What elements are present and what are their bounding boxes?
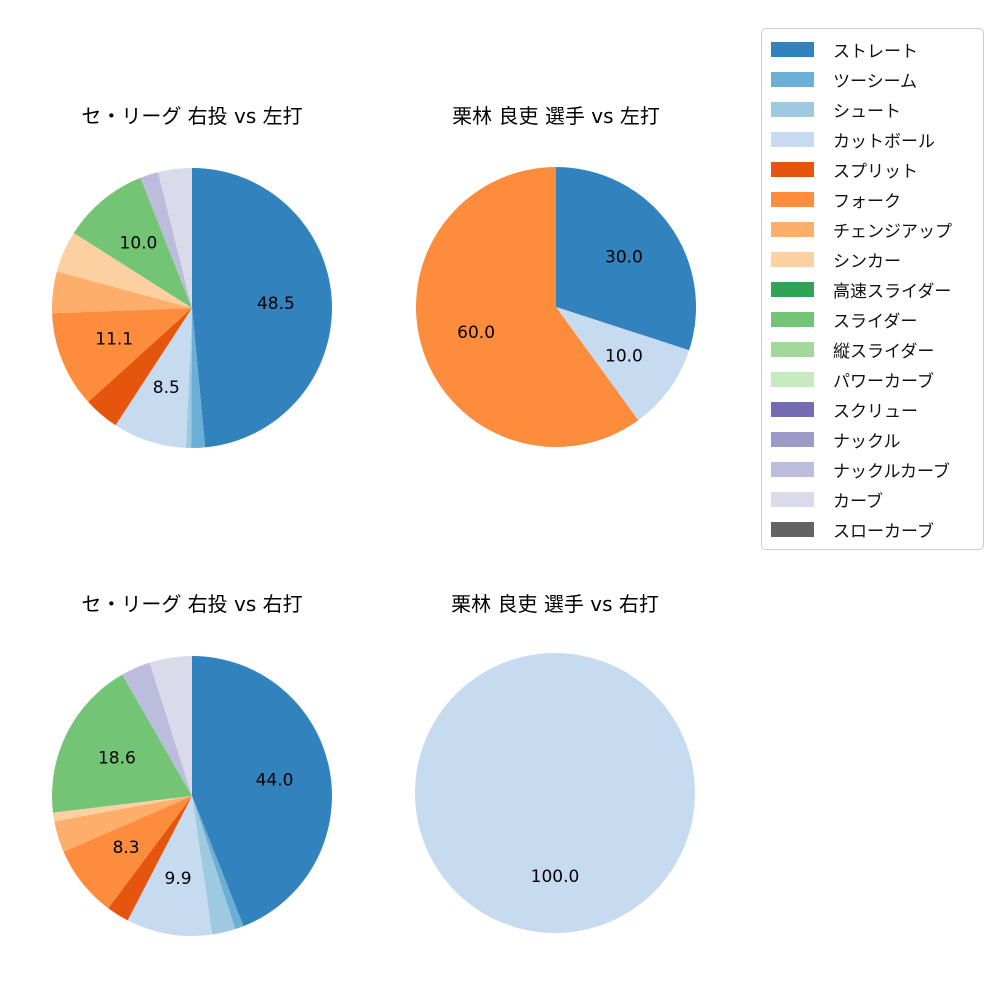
legend-label: フォーク bbox=[833, 191, 901, 212]
pie4-title: 栗林 良吏 選手 vs 右打 bbox=[451, 592, 659, 616]
pct-label-スライダー: 10.0 bbox=[120, 233, 158, 253]
legend-item: カーブ bbox=[762, 484, 983, 514]
legend-swatch-icon bbox=[771, 521, 814, 537]
legend-item: スクリュー bbox=[762, 394, 983, 424]
pct-label-フォーク: 60.0 bbox=[457, 323, 495, 343]
legend-item: 高速スライダー bbox=[762, 274, 983, 304]
pie-slice-チェンジアップ bbox=[54, 796, 192, 852]
legend-swatch-icon bbox=[771, 161, 814, 177]
pie-slice-カットボール bbox=[115, 308, 192, 448]
pie-slice-ストレート bbox=[192, 168, 332, 448]
pie-slice-シンカー bbox=[56, 232, 192, 308]
legend-swatch-icon bbox=[771, 71, 814, 87]
pie-slice-フォーク bbox=[416, 167, 639, 447]
legend-item: ナックル bbox=[762, 424, 983, 454]
legend-item: パワーカーブ bbox=[762, 364, 983, 394]
legend-item: ストレート bbox=[762, 34, 983, 64]
pie-slice-フォーク bbox=[52, 308, 192, 402]
pct-label-ストレート: 30.0 bbox=[605, 248, 643, 268]
pct-label-カットボール: 100.0 bbox=[531, 867, 580, 887]
legend-swatch-icon bbox=[771, 431, 814, 447]
legend-swatch-icon bbox=[771, 401, 814, 417]
legend-swatch-icon bbox=[771, 341, 814, 357]
pie-slice-ストレート bbox=[556, 167, 696, 351]
legend-label: ツーシーム bbox=[833, 71, 918, 92]
legend-label: 縦スライダー bbox=[833, 341, 935, 362]
pie1-chart: 48.5 8.5 11.1 10.0 bbox=[52, 168, 332, 448]
pie-slice-フォーク bbox=[63, 796, 193, 909]
pie2-title: 栗林 良吏 選手 vs 左打 bbox=[452, 104, 660, 128]
legend-item: ナックルカーブ bbox=[762, 454, 983, 484]
legend-label: シンカー bbox=[833, 251, 901, 272]
pie-slice-ナックルカーブ bbox=[140, 172, 192, 308]
legend-swatch-icon bbox=[771, 281, 814, 297]
legend-item: スプリット bbox=[762, 154, 983, 184]
legend-item: スローカーブ bbox=[762, 514, 983, 544]
pie-slice-スプリット bbox=[108, 796, 192, 921]
legend-label: ナックルカーブ bbox=[833, 461, 950, 482]
legend-swatch-icon bbox=[771, 251, 814, 267]
legend-swatch-icon bbox=[771, 491, 814, 507]
legend-label: スクリュー bbox=[833, 401, 918, 422]
pct-label-フォーク: 11.1 bbox=[95, 330, 133, 350]
pie-slice-シュート bbox=[185, 308, 192, 448]
pie-slice-ツーシーム bbox=[192, 796, 244, 930]
legend-label: スローカーブ bbox=[833, 521, 934, 542]
pie-slice-スライダー bbox=[52, 674, 192, 813]
pie3-title: セ・リーグ 右投 vs 右打 bbox=[81, 592, 303, 616]
legend-swatch-icon bbox=[771, 221, 814, 237]
pct-label-カットボール: 9.9 bbox=[165, 869, 192, 889]
legend-label: チェンジアップ bbox=[833, 221, 952, 242]
legend-label: カットボール bbox=[833, 131, 935, 152]
legend-label: シュート bbox=[833, 101, 901, 122]
legend-box: ストレートツーシームシュートカットボール スプリットフォークチェンジアップ シンカー… bbox=[761, 28, 984, 550]
legend-label: ストレート bbox=[833, 41, 918, 62]
pie-slice-シンカー bbox=[52, 796, 193, 822]
legend-item: スライダー bbox=[762, 304, 983, 334]
legend-item: シンカー bbox=[762, 244, 983, 274]
legend-item: チェンジアップ bbox=[762, 214, 983, 244]
pct-label-カットボール: 10.0 bbox=[605, 346, 643, 366]
pie4-chart: 100.0 bbox=[415, 653, 695, 933]
pie-slice-カーブ bbox=[158, 168, 192, 308]
pie-slice-シュート bbox=[192, 796, 236, 935]
legend-item: フォーク bbox=[762, 184, 983, 214]
legend-swatch-icon bbox=[771, 131, 814, 147]
pie-slice-スライダー bbox=[73, 177, 192, 308]
legend-label: スプリット bbox=[833, 161, 918, 182]
legend-item: カットボール bbox=[762, 124, 983, 154]
legend-swatch-icon bbox=[771, 371, 814, 387]
legend-label: ナックル bbox=[833, 431, 901, 452]
pie-slice-スプリット bbox=[88, 308, 192, 426]
legend-swatch-icon bbox=[771, 311, 814, 327]
legend-label: 高速スライダー bbox=[833, 281, 952, 302]
pie-slice-ストレート bbox=[192, 656, 332, 927]
pie-slice-チェンジアップ bbox=[52, 271, 192, 314]
legend-item: 縦スライダー bbox=[762, 334, 983, 364]
pie-slice-カーブ bbox=[149, 656, 192, 796]
pie2-chart: 30.0 10.0 60.0 bbox=[416, 167, 696, 447]
pie-slice-カットボール bbox=[415, 653, 695, 933]
pie-slice-ツーシーム bbox=[191, 308, 206, 448]
legend-swatch-icon bbox=[771, 461, 814, 477]
legend-item: シュート bbox=[762, 94, 983, 124]
pie1-title: セ・リーグ 右投 vs 左打 bbox=[81, 104, 303, 128]
pie-slice-ナックルカーブ bbox=[122, 662, 192, 796]
pie3-chart: 44.0 9.9 8.3 18.6 bbox=[52, 656, 332, 936]
pct-label-ストレート: 48.5 bbox=[257, 294, 295, 314]
pct-label-ストレート: 44.0 bbox=[256, 770, 294, 790]
pct-label-フォーク: 8.3 bbox=[113, 838, 140, 858]
pie-slice-カットボール bbox=[127, 796, 213, 936]
legend-label: スライダー bbox=[833, 311, 918, 332]
legend-label: パワーカーブ bbox=[833, 371, 934, 392]
legend-swatch-icon bbox=[771, 101, 814, 117]
pct-label-スライダー: 18.6 bbox=[98, 748, 136, 768]
legend-label: カーブ bbox=[833, 491, 883, 512]
legend-swatch-icon bbox=[771, 191, 814, 207]
legend-item: ツーシーム bbox=[762, 64, 983, 94]
legend-swatch-icon bbox=[771, 41, 814, 57]
pie-slice-カットボール bbox=[556, 307, 690, 421]
pct-label-カットボール: 8.5 bbox=[153, 378, 180, 398]
